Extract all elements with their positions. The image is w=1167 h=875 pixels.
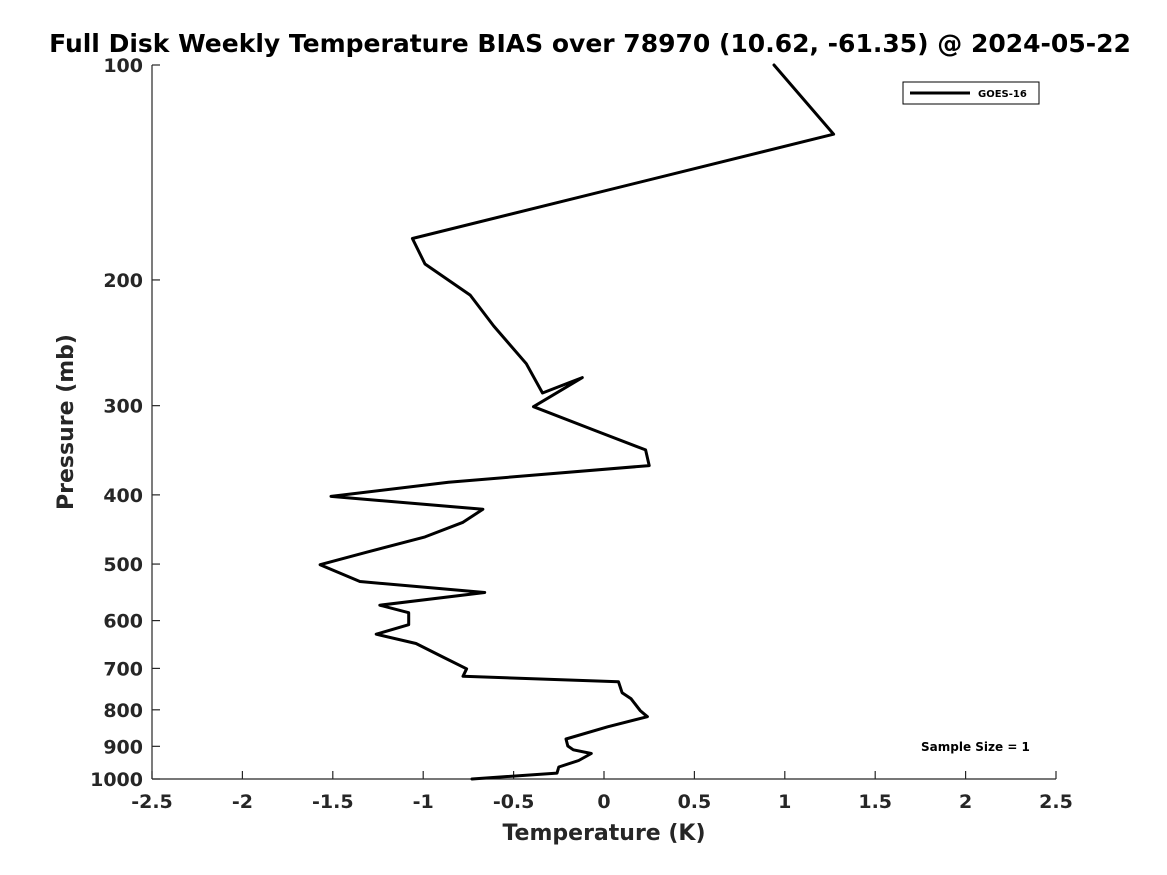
legend: GOES-16 [902,81,1040,105]
series-line-goes-16 [318,63,836,781]
y-tick-label: 700 [103,658,143,680]
x-tick-label: -2 [232,791,253,813]
legend-box [902,81,1040,105]
plot-area [152,65,1056,779]
sample-size-annotation: Sample Size = 1 [921,740,1030,754]
y-tick-label: 500 [103,554,143,576]
y-tick-label: 300 [103,396,143,418]
y-axis-label: Pressure (mb) [54,334,79,510]
y-tick-label: 900 [103,736,143,758]
x-axis-ticks: -2.5 -2 -1.5 -1 -0.5 0 0.5 1 1.5 2 2.5 [131,771,1073,813]
x-tick-label: -1.5 [312,791,354,813]
y-tick-label: 400 [103,485,143,507]
legend-label-goes-16: GOES-16 [978,89,1027,100]
x-tick-label: 1.5 [858,791,892,813]
y-tick-label: 800 [103,700,143,722]
y-tick-label: 600 [103,611,143,633]
x-tick-label: 0 [597,791,610,813]
series-layer [318,63,836,781]
x-tick-label: 1 [778,791,791,813]
x-tick-label: 0.5 [678,791,712,813]
x-tick-label: 2.5 [1039,791,1073,813]
chart-title: Full Disk Weekly Temperature BIAS over 7… [49,29,1131,58]
x-tick-label: -1 [413,791,434,813]
y-tick-label: 100 [103,55,143,77]
y-tick-label: 200 [103,270,143,292]
x-tick-label: -0.5 [493,791,535,813]
y-axis-ticks: 100 200 300 400 500 600 700 800 900 1000 [90,55,160,791]
x-tick-label: 2 [959,791,972,813]
x-axis-label: Temperature (K) [502,821,705,846]
y-tick-label: 1000 [90,769,143,791]
x-tick-label: -2.5 [131,791,173,813]
